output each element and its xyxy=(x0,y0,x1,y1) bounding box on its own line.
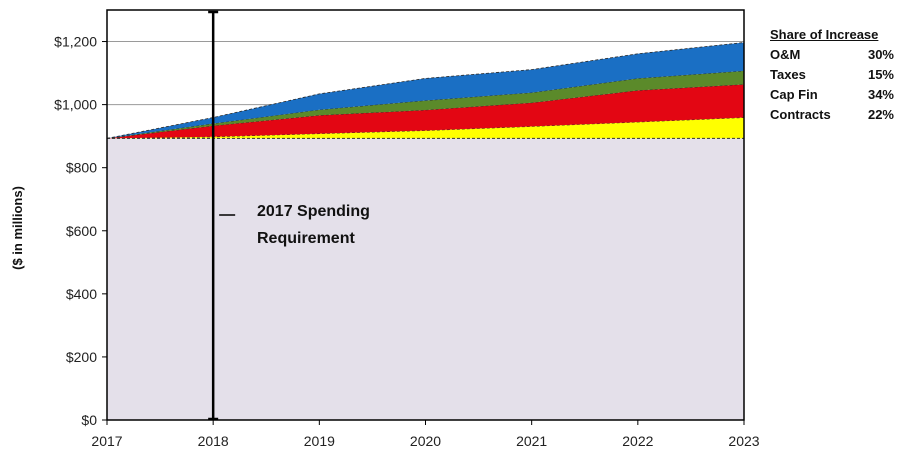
series-area-o-m xyxy=(107,42,744,139)
x-tick-label: 2018 xyxy=(198,433,229,449)
legend-label: O&M xyxy=(770,47,801,62)
y-tick-label: $200 xyxy=(66,349,97,365)
x-tick-label: 2021 xyxy=(516,433,547,449)
series-area-contracts xyxy=(107,117,744,139)
y-tick-label: $1,200 xyxy=(54,34,97,50)
y-tick-label: $0 xyxy=(81,412,97,428)
series-area-taxes xyxy=(107,70,744,139)
x-tick-label: 2017 xyxy=(91,433,122,449)
annotation-line-1: 2017 Spending xyxy=(257,203,370,220)
y-tick-label: $800 xyxy=(66,160,97,176)
spending-bracket xyxy=(208,10,236,421)
legend-label: Taxes xyxy=(770,67,806,82)
series-areas xyxy=(106,42,745,139)
y-axis-ticks: $0 $200 $400 $600 $800 $1,000 $1,200 xyxy=(54,34,107,428)
legend-share: 22% xyxy=(867,107,894,122)
plot-background-layer xyxy=(107,138,744,420)
x-tick-label: 2022 xyxy=(622,433,653,449)
baseline-area xyxy=(107,138,744,420)
legend-share: 15% xyxy=(867,67,894,82)
x-axis-ticks: 2017 2018 2019 2020 2021 2022 2023 xyxy=(91,420,760,449)
legend-share: 30% xyxy=(867,47,894,62)
legend: Share of Increase O&M 30% Taxes 15% Cap … xyxy=(770,27,898,125)
y-axis-label: ($ in millions) xyxy=(10,186,25,270)
y-tick-label: $600 xyxy=(66,223,97,239)
legend-item-contracts: Contracts 22% xyxy=(770,105,898,125)
legend-item-om: O&M 30% xyxy=(770,45,898,65)
legend-share: 34% xyxy=(867,87,894,102)
legend-item-taxes: Taxes 15% xyxy=(770,65,898,85)
legend-label: Cap Fin xyxy=(770,87,818,102)
x-tick-label: 2019 xyxy=(304,433,335,449)
y-tick-label: $1,000 xyxy=(54,97,97,113)
series-area-cap-fin xyxy=(107,84,744,139)
legend-item-cap-fin: Cap Fin 34% xyxy=(770,85,898,105)
legend-label: Contracts xyxy=(770,107,831,122)
x-tick-label: 2020 xyxy=(410,433,441,449)
y-tick-label: $400 xyxy=(66,286,97,302)
annotation-line-2: Requirement xyxy=(257,230,355,247)
legend-title: Share of Increase xyxy=(770,27,879,42)
x-tick-label: 2023 xyxy=(728,433,759,449)
